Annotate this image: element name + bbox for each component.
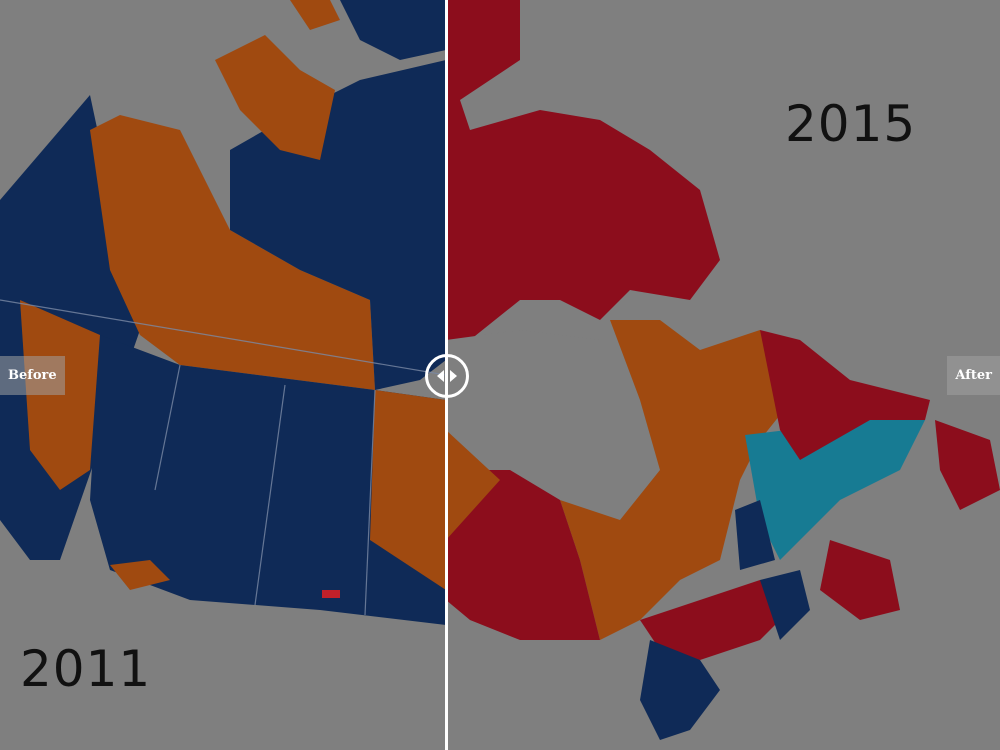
after-year-label: 2015	[785, 95, 917, 153]
arctic-island-navy	[340, 0, 446, 60]
nw-orange	[446, 430, 500, 540]
ontario-north-orange	[560, 320, 800, 640]
east-navy	[760, 570, 810, 640]
arctic-red-region	[446, 0, 720, 340]
quebec-navy	[735, 500, 775, 570]
arrow-left-icon	[437, 370, 444, 382]
before-label[interactable]: Before	[0, 356, 65, 395]
south-navy	[640, 640, 720, 740]
arrow-right-icon	[450, 370, 457, 382]
arctic-island-orange	[215, 35, 335, 160]
after-label[interactable]: After	[947, 356, 1000, 395]
manitoba-north-orange	[370, 390, 446, 590]
bc-coast-orange	[20, 300, 100, 490]
before-year-label: 2011	[20, 640, 152, 698]
yukon-nwt-region	[90, 115, 375, 390]
labrador-red	[760, 330, 930, 460]
south-ontario-red	[640, 580, 800, 660]
quebec-bloc	[745, 420, 925, 560]
bc-south-orange	[110, 560, 170, 590]
prairies-region	[90, 335, 446, 625]
arctic-island-orange-2	[290, 0, 340, 30]
manitoba-red	[446, 470, 600, 640]
regina-riding-red	[322, 590, 340, 598]
newfoundland-red	[935, 420, 1000, 510]
slider-handle[interactable]	[425, 354, 469, 398]
maritimes-red	[820, 540, 900, 620]
